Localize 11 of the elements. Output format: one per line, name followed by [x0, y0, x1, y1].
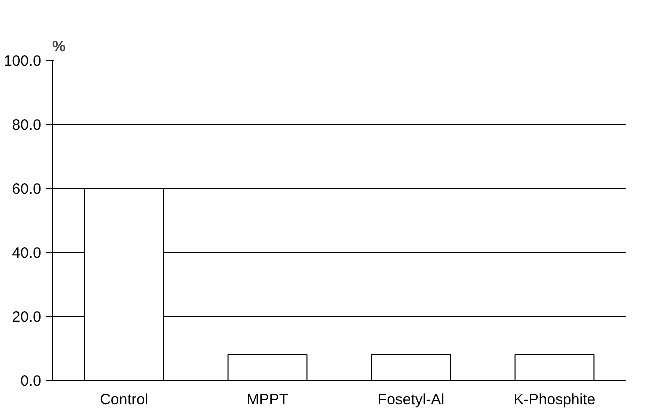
y-tick-label: 80.0 [12, 117, 42, 134]
y-tick-label: 20.0 [12, 309, 42, 326]
x-tick-label: Control [100, 392, 148, 408]
y-tick-label: 0.0 [20, 373, 42, 390]
y-axis-title: % [52, 38, 66, 56]
x-tick-label: Fosetyl-Al [378, 392, 445, 408]
y-tick-label: 40.0 [12, 245, 42, 262]
y-tick-label: 100.0 [4, 53, 42, 70]
y-tick-label: 60.0 [12, 181, 42, 198]
x-tick-label: MPPT [246, 392, 289, 408]
x-tick-label: K-Phosphite [514, 392, 596, 408]
